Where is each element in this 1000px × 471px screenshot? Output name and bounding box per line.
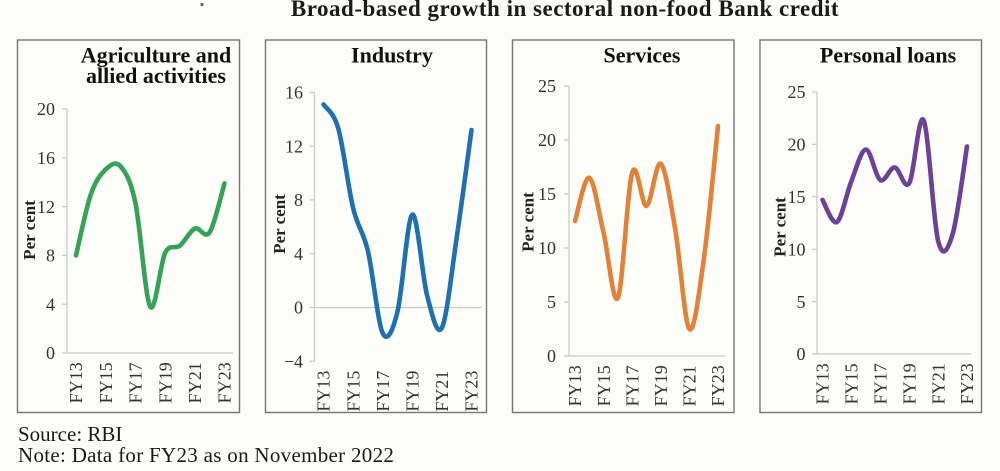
svg-text:12: 12 — [285, 136, 303, 156]
svg-text:0: 0 — [294, 298, 303, 318]
svg-text:25: 25 — [788, 82, 806, 102]
svg-text:0: 0 — [797, 344, 806, 364]
svg-text:20: 20 — [37, 99, 55, 119]
svg-text:−4: −4 — [284, 352, 303, 372]
svg-text:0: 0 — [547, 346, 556, 366]
svg-text:FY23: FY23 — [957, 363, 977, 404]
svg-text:4: 4 — [46, 294, 55, 314]
svg-text:FY17: FY17 — [373, 371, 393, 412]
svg-text:20: 20 — [788, 135, 806, 155]
svg-text:FY19: FY19 — [155, 362, 175, 403]
svg-text:FY23: FY23 — [708, 365, 728, 406]
svg-text:Broad-based growth in sectoral: Broad-based growth in sectoral non-food … — [291, 0, 839, 21]
svg-text:15: 15 — [538, 184, 556, 204]
svg-text:FY15: FY15 — [594, 365, 614, 406]
svg-text:FY15: FY15 — [96, 362, 116, 403]
svg-text:FY23: FY23 — [215, 362, 235, 403]
svg-text:Per cent: Per cent — [518, 192, 537, 252]
svg-text:20: 20 — [538, 130, 556, 150]
svg-text:allied activities: allied activities — [86, 63, 226, 88]
svg-text:FY13: FY13 — [565, 365, 585, 406]
svg-text:FY17: FY17 — [622, 365, 642, 406]
svg-text:4: 4 — [294, 244, 303, 264]
svg-text:FY23: FY23 — [462, 371, 482, 412]
svg-text:5: 5 — [547, 292, 556, 312]
svg-text:FY15: FY15 — [842, 363, 862, 404]
svg-text:16: 16 — [285, 83, 303, 103]
svg-text:Note: Data for FY23 as on Nove: Note: Data for FY23 as on November 2022 — [18, 443, 394, 467]
svg-text:FY13: FY13 — [314, 371, 334, 412]
svg-text:FY15: FY15 — [343, 371, 363, 412]
svg-text:FY13: FY13 — [66, 362, 86, 403]
svg-text:FY17: FY17 — [126, 362, 146, 403]
svg-text:FY21: FY21 — [432, 371, 452, 412]
svg-text:Industry: Industry — [351, 43, 433, 68]
svg-text:Services: Services — [604, 43, 681, 68]
svg-text:FY19: FY19 — [651, 365, 671, 406]
svg-text:Agriculture and: Agriculture and — [81, 43, 232, 68]
svg-text:25: 25 — [538, 76, 556, 96]
svg-text:Personal loans: Personal loans — [820, 43, 957, 68]
svg-text:16: 16 — [37, 148, 55, 168]
svg-text:FY13: FY13 — [813, 363, 833, 404]
svg-text:15: 15 — [788, 187, 806, 207]
svg-text:Source: RBI: Source: RBI — [18, 422, 122, 446]
svg-text:FY17: FY17 — [871, 363, 891, 404]
svg-text:8: 8 — [46, 246, 55, 266]
svg-text:FY21: FY21 — [680, 365, 700, 406]
svg-text:0: 0 — [46, 343, 55, 363]
svg-text:Per cent: Per cent — [270, 194, 289, 254]
svg-text:5: 5 — [797, 292, 806, 312]
svg-text:FY19: FY19 — [899, 363, 919, 404]
svg-text:FY21: FY21 — [185, 362, 205, 403]
svg-text:Per cent: Per cent — [771, 197, 790, 257]
svg-text:12: 12 — [37, 197, 55, 217]
svg-text:10: 10 — [538, 238, 556, 258]
svg-text:FY21: FY21 — [928, 363, 948, 404]
svg-text:FY19: FY19 — [403, 371, 423, 412]
svg-text:8: 8 — [294, 190, 303, 210]
svg-text:Per cent: Per cent — [20, 200, 39, 260]
svg-text:10: 10 — [788, 239, 806, 259]
